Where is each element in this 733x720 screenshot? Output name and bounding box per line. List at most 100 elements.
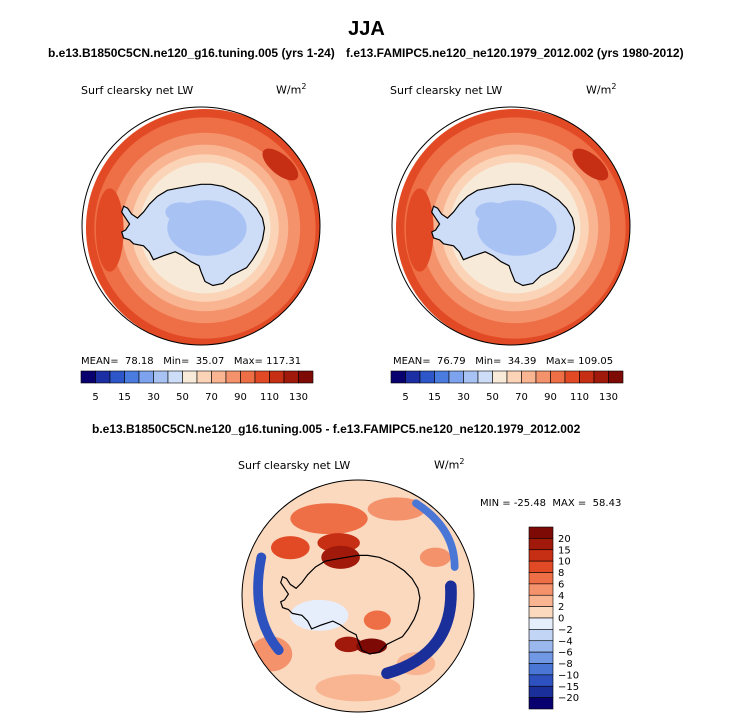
panel3-colorbar-box (528, 572, 554, 585)
top-right-subtitle: f.e13.FAMIPC5.ne120_ne120.1979_2012.002 … (346, 46, 684, 60)
panel1-colorbar-box (80, 370, 96, 384)
panel1-stats: MEAN= 78.18 Min= 35.07 Max= 117.31 (81, 356, 301, 367)
panel1-colorbar-box (298, 370, 314, 384)
panel1-units-exp: 2 (301, 82, 307, 91)
panel3-colorbar-tick-label: 15 (558, 545, 571, 556)
panel1-colorbar: 5 15 30 50 70 90 110 130 (80, 370, 314, 403)
panel1-continent-fill (165, 202, 198, 223)
top-left-subtitle: b.e13.B1850C5CN.ne120_g16.tuning.005 (yr… (48, 46, 335, 60)
panel3-colorbar-tick-label: 2 (558, 602, 564, 613)
panel2-colorbar-box (477, 370, 493, 384)
panel1-colorbar-tick-label: 30 (147, 392, 160, 403)
panel3-colorbar-tick-label: −4 (558, 636, 573, 647)
panel3-units-exp: 2 (459, 457, 465, 466)
panel1-colorbar-box (211, 370, 227, 384)
panel3-colorbar-tick-label: 4 (558, 591, 564, 602)
panel2-max-label: Max= (545, 356, 575, 367)
panel2-colorbar-tick-label: 110 (570, 392, 589, 403)
panel3-colorbar-box (528, 685, 554, 698)
panel3-field-band (321, 545, 360, 569)
panel2-colorbar-tick-label: 90 (544, 392, 557, 403)
panel1-colorbar-tick-label: 5 (92, 392, 98, 403)
panel1-max-value: 117.31 (266, 356, 302, 367)
panel1-colorbar-box (124, 370, 140, 384)
panel3-colorbar-box (528, 629, 554, 642)
panel1-field-band (262, 148, 299, 181)
panel2-colorbar-box (521, 370, 537, 384)
panel1-colorbar-tick-label: 130 (289, 392, 308, 403)
panel3-stats: MIN = -25.48 MAX = 58.43 (480, 498, 621, 509)
panel1-colorbar-box (240, 370, 256, 384)
panel3-colorbar-box (528, 583, 554, 596)
panel1-variable-label: Surf clearsky net LW (81, 84, 194, 97)
panel3-field-band (334, 636, 362, 653)
panel1-colorbar-box (167, 370, 183, 384)
panel2-max-value: 109.05 (578, 356, 614, 367)
panel1-units-base: W/m (276, 83, 302, 97)
panel1-map (81, 106, 321, 346)
panel2-colorbar-box (463, 370, 479, 384)
panel1-mean-value: 78.18 (125, 356, 154, 367)
panel3-colorbar-box (528, 594, 554, 607)
panel3-colorbar-box (528, 651, 554, 664)
panel3-colorbar-tick-label: −20 (558, 693, 579, 704)
panel2-stats: MEAN= 76.79 Min= 34.39 Max= 109.05 (393, 356, 613, 367)
panel2-min-label: Min= (475, 356, 502, 367)
panel3-colorbar-box (528, 549, 554, 562)
panel1-max-label: Max= (233, 356, 263, 367)
panel1-colorbar-tick-label: 15 (118, 392, 131, 403)
panel2-colorbar-box (405, 370, 421, 384)
panel2-colorbar-tick-label: 130 (599, 392, 618, 403)
panel3-colorbar-tick-label: 10 (558, 557, 571, 568)
panel3-colorbar-box (528, 697, 554, 710)
panel1-colorbar-box (95, 370, 111, 384)
panel1-colorbar-box (254, 370, 270, 384)
panel3-map (241, 479, 475, 713)
panel1-colorbar-box (182, 370, 198, 384)
panel3-max-value: 58.43 (592, 498, 622, 509)
panel3-colorbar-tick-label: 0 (558, 614, 564, 625)
panel1-colorbar-tick-label: 70 (205, 392, 218, 403)
panel2-colorbar-box (535, 370, 551, 384)
panel3-field-band (271, 536, 310, 560)
panel3-map-frame (241, 479, 475, 713)
panel1-field-band (95, 188, 124, 272)
panel3-colorbar-tick-label: −2 (558, 625, 573, 636)
panel1-colorbar-box (196, 370, 212, 384)
panel2-colorbar-tick-label: 50 (486, 392, 499, 403)
panel2-colorbar-tick-label: 30 (457, 392, 470, 403)
panel3-colorbar-tick-label: 20 (558, 534, 571, 545)
panel3-colorbar-box (528, 640, 554, 653)
panel1-coastline (120, 183, 266, 287)
panel1-map-frame (81, 106, 321, 346)
panel2-mean-value: 76.79 (437, 356, 466, 367)
panel3-field-band (367, 497, 426, 521)
panel2-colorbar-tick-label: 70 (515, 392, 528, 403)
panel2-colorbar-tick-label: 15 (428, 392, 441, 403)
panel1-mean-label: MEAN= (81, 356, 119, 367)
panel3-colorbar-tick-label: −8 (558, 659, 573, 670)
panel2-continent-fill (475, 202, 508, 223)
panel2-map (391, 106, 631, 346)
panel2-colorbar-box (506, 370, 522, 384)
panel3-colorbar-tick-label: 6 (558, 579, 564, 590)
panel3-field-band (290, 503, 368, 535)
panel3-min-label: MIN = (480, 498, 511, 509)
panel3-field-band (419, 547, 451, 567)
panel3-colorbar-box (528, 538, 554, 551)
panel3-variable-label: Surf clearsky net LW (238, 459, 351, 472)
diff-subtitle: b.e13.B1850C5CN.ne120_g16.tuning.005 - f… (92, 422, 581, 436)
panel3-colorbar-tick-label: −15 (558, 682, 579, 693)
panel2-units: W/m2 (586, 82, 616, 97)
panel2-colorbar-box (448, 370, 464, 384)
panel3-field-band (363, 610, 391, 630)
panel3-field-band (381, 580, 457, 680)
panel1-colorbar-box (109, 370, 125, 384)
panel2-units-base: W/m (586, 83, 612, 97)
panel3-colorbar-box (528, 560, 554, 573)
panel1-colorbar-box (269, 370, 285, 384)
panel3-units-base: W/m (434, 458, 460, 472)
panel3-colorbar-box (528, 663, 554, 676)
panel2-colorbar-box (579, 370, 595, 384)
